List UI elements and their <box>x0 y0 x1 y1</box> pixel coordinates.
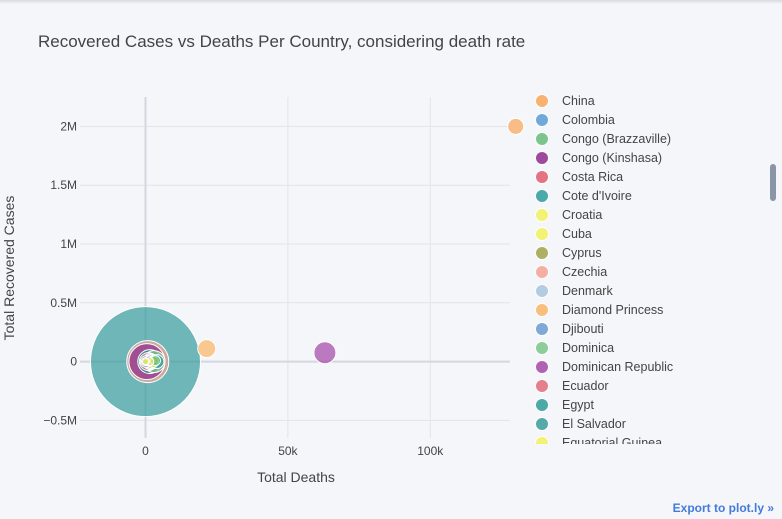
legend-marker <box>535 436 549 444</box>
legend-label: El Salvador <box>562 417 626 431</box>
legend-label: Cote d'Ivoire <box>562 189 632 203</box>
y-axis-label: Total Recovered Cases <box>1 196 17 341</box>
legend-item[interactable]: Equatorial Guinea <box>528 434 763 444</box>
top-shadow <box>0 0 782 4</box>
legend-label: Egypt <box>562 398 594 412</box>
legend-scrollbar[interactable] <box>770 164 776 201</box>
legend-item[interactable]: Djibouti <box>528 320 763 339</box>
data-point[interactable] <box>313 341 337 365</box>
legend-item[interactable]: Czechia <box>528 263 763 282</box>
legend-marker <box>535 227 549 241</box>
x-tick-label: 50k <box>278 444 298 458</box>
legend-marker <box>535 303 549 317</box>
legend-item[interactable]: Diamond Princess <box>528 301 763 320</box>
data-point[interactable] <box>507 117 525 135</box>
legend-label: Cuba <box>562 227 592 241</box>
legend-label: Congo (Brazzaville) <box>562 132 672 146</box>
legend-item[interactable]: Congo (Kinshasa) <box>528 149 763 168</box>
legend-label: Equatorial Guinea <box>562 436 663 444</box>
legend-marker <box>535 265 549 279</box>
legend-label: China <box>562 94 595 108</box>
legend-marker <box>535 341 549 355</box>
legend-label: Czechia <box>562 265 608 279</box>
legend-label: Congo (Kinshasa) <box>562 151 663 165</box>
legend-label: Denmark <box>562 284 613 298</box>
legend-item[interactable]: Costa Rica <box>528 168 763 187</box>
legend-marker <box>535 284 549 298</box>
legend-label: Cyprus <box>562 246 602 260</box>
legend-marker <box>535 379 549 393</box>
legend-marker <box>535 113 549 127</box>
legend-label: Costa Rica <box>562 170 624 184</box>
legend-marker <box>535 246 549 260</box>
legend-label: Djibouti <box>562 322 604 336</box>
legend-marker <box>535 132 549 146</box>
legend: China Colombia Congo (Brazzaville) Congo (K… <box>528 92 763 444</box>
legend-marker <box>535 322 549 336</box>
y-tick-label: 1.5M <box>50 178 77 192</box>
legend-marker <box>535 94 549 108</box>
y-tick-label: 0 <box>70 355 77 369</box>
x-axis-label: Total Deaths <box>257 469 335 485</box>
legend-label: Colombia <box>562 113 615 127</box>
legend-marker <box>535 170 549 184</box>
legend-item[interactable]: Cyprus <box>528 244 763 263</box>
points-layer <box>89 117 525 418</box>
x-tick-label: 100k <box>417 444 444 458</box>
legend-item[interactable]: Denmark <box>528 282 763 301</box>
legend-marker <box>535 360 549 374</box>
legend-label: Croatia <box>562 208 603 222</box>
legend-item[interactable]: Ecuador <box>528 377 763 396</box>
y-tick-label: 0.5M <box>50 296 77 310</box>
legend-item[interactable]: Congo (Brazzaville) <box>528 130 763 149</box>
y-tick-label: −0.5M <box>43 413 77 427</box>
legend-item[interactable]: Colombia <box>528 111 763 130</box>
legend-label: Ecuador <box>562 379 609 393</box>
legend-marker <box>535 417 549 431</box>
tick-labels: 0 50k 100k −0.5M 0 0.5M 1M 1.5M 2M <box>43 119 444 458</box>
legend-item[interactable]: Cote d'Ivoire <box>528 187 763 206</box>
legend-item[interactable]: Cuba <box>528 225 763 244</box>
legend-item[interactable]: Egypt <box>528 396 763 415</box>
export-to-plotly-link[interactable]: Export to plot.ly » <box>672 501 774 515</box>
legend-label: Dominica <box>562 341 615 355</box>
legend-item[interactable]: Dominican Republic <box>528 358 763 377</box>
chart-title: Recovered Cases vs Deaths Per Country, c… <box>38 32 525 51</box>
data-point[interactable] <box>197 339 217 359</box>
data-point[interactable] <box>141 358 149 366</box>
legend-marker <box>535 208 549 222</box>
legend-marker <box>535 398 549 412</box>
legend-item[interactable]: Dominica <box>528 339 763 358</box>
legend-item[interactable]: China <box>528 92 763 111</box>
grid-layer <box>80 97 510 438</box>
legend-label: Diamond Princess <box>562 303 664 317</box>
legend-marker <box>535 189 549 203</box>
legend-marker <box>535 151 549 165</box>
y-tick-label: 2M <box>60 119 77 133</box>
legend-item[interactable]: El Salvador <box>528 415 763 434</box>
x-tick-label: 0 <box>142 444 149 458</box>
y-tick-label: 1M <box>60 237 77 251</box>
legend-label: Dominican Republic <box>562 360 674 374</box>
legend-item[interactable]: Croatia <box>528 206 763 225</box>
